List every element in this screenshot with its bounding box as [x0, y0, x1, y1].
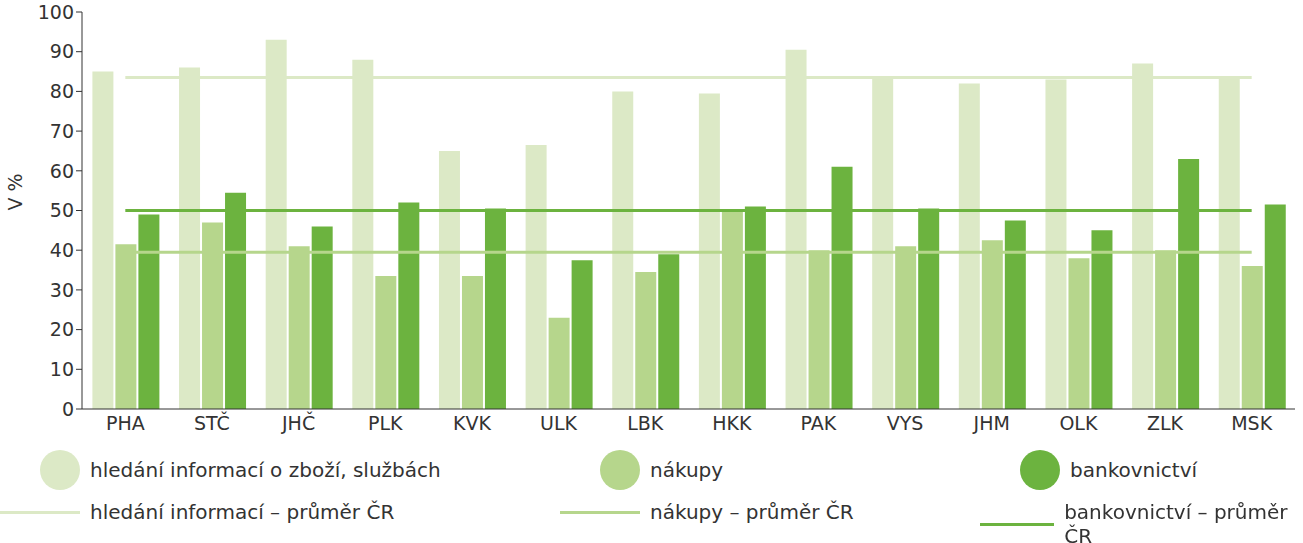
svg-text:60: 60: [50, 160, 74, 182]
svg-text:30: 30: [50, 279, 74, 301]
html-text:nákupy – průměr ČR: nákupy – průměr ČR: [650, 500, 854, 524]
svg-text:10: 10: [50, 358, 74, 380]
svg-text:HKK: HKK: [712, 412, 752, 434]
svg-text:90: 90: [50, 40, 74, 62]
html-text:hledání informací o zboží, slu: hledání informací o zboží, službách: [90, 458, 441, 482]
svg-text:80: 80: [50, 80, 74, 102]
svg-text:KVK: KVK: [453, 412, 491, 434]
svg-text:PAK: PAK: [801, 412, 837, 434]
svg-text:ZLK: ZLK: [1147, 412, 1184, 434]
svg-text:100: 100: [38, 1, 74, 23]
svg-text:0: 0: [62, 398, 74, 420]
svg-text:LBK: LBK: [627, 412, 664, 434]
svg-text:VYS: VYS: [887, 412, 924, 434]
html-text:bankovnictví: bankovnictví: [1070, 458, 1197, 482]
svg-text:JHČ: JHČ: [281, 411, 315, 434]
svg-text:ULK: ULK: [540, 412, 577, 434]
html-text:hledání informací – průměr ČR: hledání informací – průměr ČR: [90, 500, 395, 524]
svg-text:MSK: MSK: [1231, 412, 1272, 434]
svg-text:50: 50: [50, 199, 74, 221]
svg-text:20: 20: [50, 318, 74, 340]
svg-text:PLK: PLK: [368, 412, 403, 434]
svg-text:JHM: JHM: [973, 412, 1010, 434]
svg-text:40: 40: [50, 239, 74, 261]
svg-text:PHA: PHA: [106, 412, 145, 434]
svg-text:STČ: STČ: [194, 411, 230, 434]
svg-text:70: 70: [50, 120, 74, 142]
svg-text:OLK: OLK: [1059, 412, 1098, 434]
svg-text:V %: V %: [8, 173, 26, 210]
html-text:nákupy: nákupy: [650, 458, 724, 482]
